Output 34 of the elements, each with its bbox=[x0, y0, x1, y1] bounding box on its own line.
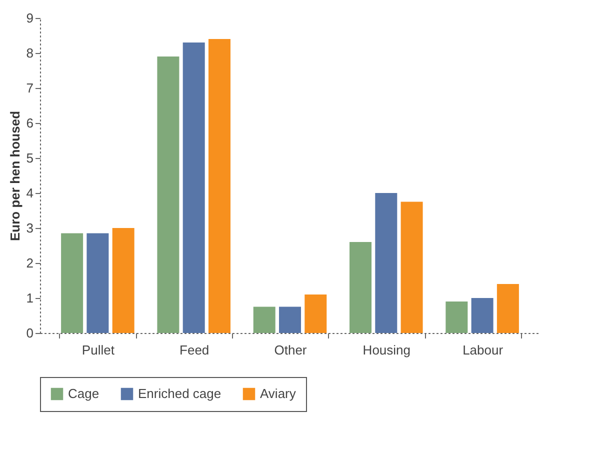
bar bbox=[182, 42, 205, 333]
y-tick-label: 6 bbox=[26, 116, 34, 130]
bar bbox=[471, 298, 494, 333]
bar bbox=[279, 306, 301, 333]
bar bbox=[400, 202, 423, 333]
bar bbox=[157, 56, 180, 333]
x-tick-label: Pullet bbox=[82, 342, 115, 358]
bar bbox=[112, 228, 134, 333]
bar bbox=[350, 242, 372, 333]
y-tick-label: 4 bbox=[26, 186, 34, 200]
y-tick-label: 9 bbox=[26, 10, 34, 26]
y-tick-label: 7 bbox=[26, 80, 34, 96]
bar bbox=[446, 302, 468, 333]
bar bbox=[496, 284, 519, 333]
y-tick-label: 5 bbox=[26, 150, 34, 166]
y-tick-label: 3 bbox=[26, 220, 34, 236]
x-tick-label: Other bbox=[274, 342, 308, 358]
x-tick-label: Feed bbox=[180, 342, 210, 358]
bar bbox=[86, 233, 109, 333]
legend-label: Aviary bbox=[260, 386, 296, 401]
x-tick-label: Housing bbox=[362, 342, 411, 358]
y-axis-title: Euro per hen housed bbox=[7, 110, 22, 242]
y-tick-label: 0 bbox=[26, 326, 34, 340]
legend-label: Cage bbox=[68, 386, 100, 401]
legend-label: Enriched cage bbox=[138, 386, 222, 401]
y-tick-label: 2 bbox=[26, 256, 34, 270]
bar bbox=[208, 39, 230, 333]
bar bbox=[61, 233, 84, 333]
x-tick-label: Labour bbox=[462, 342, 504, 358]
y-tick-label: 8 bbox=[26, 46, 34, 60]
bar bbox=[304, 294, 327, 333]
bar bbox=[253, 306, 276, 333]
bar bbox=[375, 193, 398, 333]
y-tick-label: 1 bbox=[26, 290, 34, 306]
